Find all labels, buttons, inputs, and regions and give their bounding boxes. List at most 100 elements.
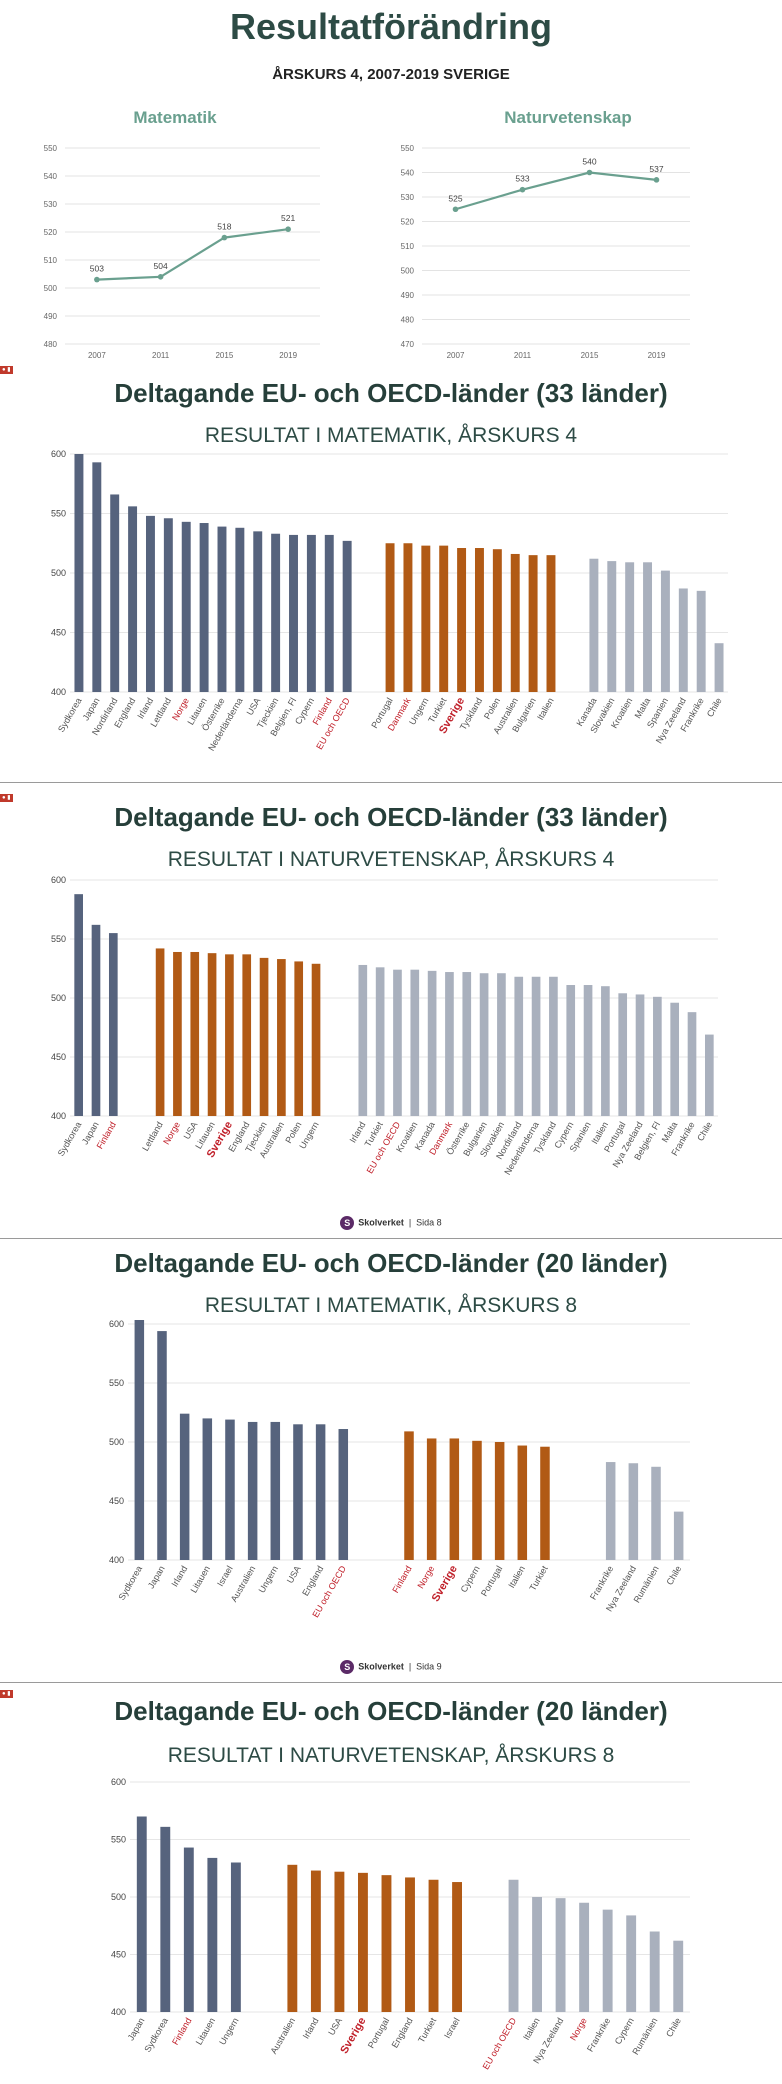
x-tick-label: Sydkorea xyxy=(116,1564,144,1602)
bar-israel xyxy=(452,1882,462,2012)
data-point xyxy=(221,234,228,241)
bar-slovakien xyxy=(497,973,506,1116)
x-tick-label: Litauen xyxy=(189,1564,212,1595)
series-line xyxy=(96,228,289,281)
bar-sverige xyxy=(457,548,467,692)
bar-tyskland xyxy=(474,548,484,692)
y-tick-label: 550 xyxy=(51,934,66,944)
bar-österrike xyxy=(462,972,472,1116)
x-tick-label: Chile xyxy=(695,1120,714,1143)
bar-irland xyxy=(145,515,155,692)
bar-sydkorea xyxy=(74,894,83,1116)
bar-sverige xyxy=(358,1872,368,2012)
x-tick-label: Portugal xyxy=(479,1564,504,1598)
bar-ungern xyxy=(311,963,321,1116)
line-chart-title-matematik: Matematik xyxy=(133,108,217,127)
y-tick-label: 520 xyxy=(44,228,58,237)
data-point xyxy=(519,186,526,193)
y-tick-label: 400 xyxy=(51,1111,66,1121)
x-tick-label: Cypern xyxy=(459,1564,482,1594)
y-tick-label: 550 xyxy=(401,144,415,153)
y-tick-label: 500 xyxy=(44,284,58,293)
bar-turkiet xyxy=(428,1879,439,2012)
x-tick-label: EU och OECD xyxy=(481,2016,519,2072)
bar-usa xyxy=(293,1424,303,1560)
bar-frankrike xyxy=(602,1909,613,2012)
x-tick-label: 2015 xyxy=(581,351,599,360)
x-tick-label: 2007 xyxy=(88,351,106,360)
bar-nordirland xyxy=(514,976,524,1116)
bar-chile xyxy=(673,1511,684,1560)
y-tick-label: 450 xyxy=(109,1496,124,1506)
y-tick-label: 490 xyxy=(401,291,415,300)
bar-chart-math-grade8: 400 450 500 550 600 Sydkorea Japan Irland Litaue… xyxy=(109,1320,690,1619)
x-tick-label: Sydkorea xyxy=(56,1120,84,1158)
bar-österrike xyxy=(217,526,227,692)
x-tick-label: Litauen xyxy=(194,2016,217,2047)
y-tick-label: 530 xyxy=(401,193,415,202)
footer-1: S Skolverket | Sida 8 xyxy=(0,1216,782,1230)
bar-ungern xyxy=(421,545,431,692)
bar-danmark xyxy=(445,972,454,1116)
bar-portugal xyxy=(385,543,395,692)
line-charts: 480 490 500 510 520 530 540 550 503 2007 504 2011 51… xyxy=(44,144,690,360)
bar-spanien xyxy=(660,570,670,692)
data-label: 503 xyxy=(90,264,104,274)
divider xyxy=(0,1238,782,1239)
bar-kanada xyxy=(427,970,437,1116)
x-tick-label: Italien xyxy=(535,696,556,722)
x-tick-label: Turkiet xyxy=(416,2016,438,2045)
bar-litauen xyxy=(199,523,209,692)
y-tick-label: 490 xyxy=(44,312,58,321)
skolverket-logo-icon: S xyxy=(340,1660,355,1674)
bar-irland xyxy=(358,964,368,1116)
y-tick-label: 500 xyxy=(51,993,66,1003)
bar-rumänien xyxy=(651,1466,661,1560)
bar-turkiet xyxy=(375,967,385,1116)
bar-malta xyxy=(643,562,653,692)
data-point xyxy=(94,276,100,283)
x-tick-label: 2019 xyxy=(648,351,666,360)
footer-2: S Skolverket | Sida 9 xyxy=(0,1660,782,1674)
data-point xyxy=(157,274,164,280)
bar-tjeckien xyxy=(259,957,269,1116)
page-title: Resultatförändring xyxy=(229,6,552,47)
x-tick-label: England xyxy=(300,1564,325,1598)
x-tick-label: Italien xyxy=(521,2016,542,2042)
bar-japan xyxy=(91,924,101,1116)
bar-eu-och-oecd xyxy=(508,1879,519,2012)
data-point xyxy=(653,177,660,183)
section-title-4: Deltagande EU- och OECD-länder (20 lände… xyxy=(114,1696,668,1726)
bar-slovakien xyxy=(607,561,617,692)
bar-finland xyxy=(404,1431,414,1560)
x-tick-label: Australien xyxy=(268,2016,297,2056)
x-tick-label: Ungern xyxy=(217,2016,240,2047)
skolverket-logo-icon: S xyxy=(340,1216,355,1230)
y-tick-label: 500 xyxy=(109,1437,124,1447)
bar-england xyxy=(242,954,252,1116)
bar-italien xyxy=(517,1445,528,1560)
bar-portugal xyxy=(494,1442,505,1560)
bar-nya-zeeland xyxy=(678,588,688,692)
bar-usa xyxy=(334,1871,345,2012)
bar-nederländerna xyxy=(531,976,541,1116)
bar-tyskland xyxy=(549,976,558,1116)
y-tick-label: 510 xyxy=(401,242,415,251)
x-tick-label: Cypern xyxy=(613,2016,636,2046)
x-tick-label: Irland xyxy=(301,2016,321,2040)
section-title-1: Deltagande EU- och OECD-länder (33 lände… xyxy=(114,378,668,408)
x-tick-label: Finland xyxy=(390,1564,413,1595)
bar-norge xyxy=(173,951,182,1116)
x-tick-label: Lettland xyxy=(140,1120,165,1153)
bar-israel xyxy=(225,1419,235,1560)
y-tick-label: 550 xyxy=(111,1835,126,1845)
data-label: 521 xyxy=(281,213,295,223)
bar-eu-och-oecd xyxy=(342,540,352,692)
x-tick-label: 2007 xyxy=(447,351,465,360)
bar-usa xyxy=(190,951,200,1116)
bar-chile xyxy=(714,643,724,692)
bar-norge xyxy=(181,521,191,692)
bar-japan xyxy=(136,1816,147,2012)
bar-australien xyxy=(287,1864,298,2012)
